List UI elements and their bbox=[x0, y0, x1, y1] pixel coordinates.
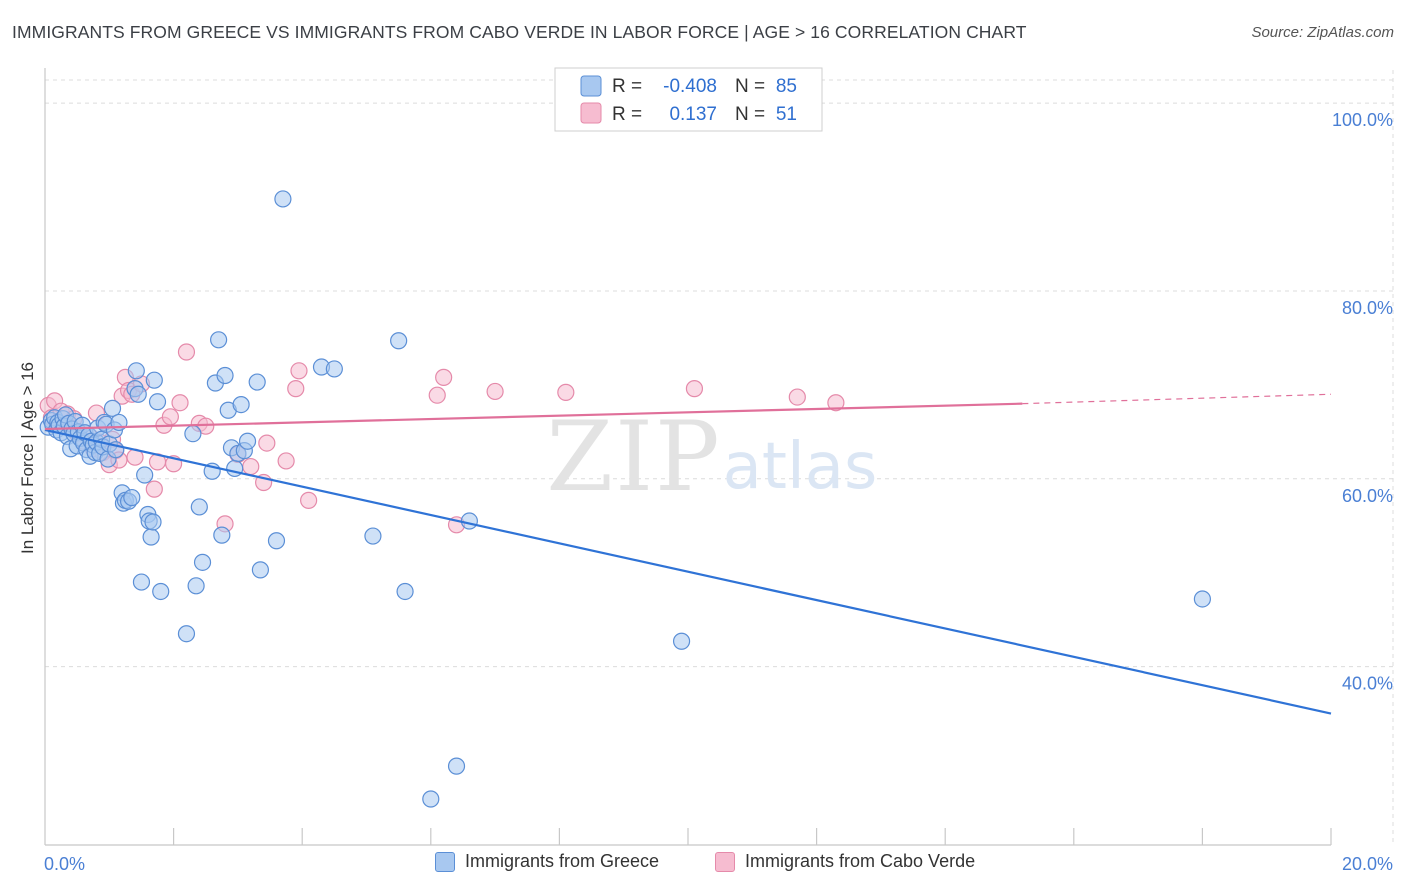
cabo-verde-point bbox=[258, 434, 276, 452]
cabo-verde-point bbox=[435, 368, 453, 386]
cabo-verde-point bbox=[827, 394, 845, 412]
greece-point bbox=[148, 393, 167, 411]
greece-point bbox=[193, 553, 212, 571]
greece-point bbox=[232, 395, 250, 414]
greece-point bbox=[396, 582, 414, 601]
cabo-verde-point bbox=[177, 343, 196, 361]
cabo-verde-point bbox=[557, 383, 575, 401]
greece-point bbox=[190, 498, 208, 516]
legend-top-row-greece: R = -0.408 N = 85 bbox=[580, 75, 797, 97]
legend-item-greece[interactable]: Immigrants from Greece bbox=[435, 851, 659, 872]
cabo-verde-point bbox=[300, 491, 318, 509]
x-tick-labels: 0.0% 20.0% bbox=[44, 854, 1393, 874]
greece-point bbox=[129, 385, 147, 403]
greece-point bbox=[123, 488, 141, 507]
cabo-verde-point bbox=[197, 417, 215, 435]
x-tick-label: 20.0% bbox=[1342, 854, 1393, 874]
legend-n-label: N = bbox=[735, 76, 765, 97]
greece-point bbox=[145, 371, 163, 389]
greece-trend-line bbox=[44, 428, 1332, 715]
legend-top-row-cabo-verde: R = 0.137 N = 51 bbox=[580, 102, 797, 125]
y-tick-label: 100.0% bbox=[1332, 110, 1393, 130]
source-label: Source: ZipAtlas.com bbox=[1251, 24, 1394, 41]
legend-n-value: 85 bbox=[776, 76, 797, 97]
greece-point bbox=[132, 573, 151, 591]
watermark-atlas: atlas bbox=[723, 430, 878, 504]
legend-item-cabo-verde[interactable]: Immigrants from Cabo Verde bbox=[715, 851, 975, 872]
y-tick-label: 60.0% bbox=[1342, 486, 1393, 506]
legend-swatch-greece bbox=[435, 851, 455, 872]
y-tick-labels: 40.0% 60.0% 80.0% 100.0% bbox=[1332, 110, 1393, 693]
legend-n-label: N = bbox=[735, 104, 765, 125]
greece-point bbox=[274, 190, 292, 208]
legend-swatch-cabo-verde bbox=[580, 102, 602, 124]
cabo-verde-point bbox=[277, 452, 295, 470]
cabo-verde-trend-line bbox=[44, 402, 1023, 431]
legend-top: R = -0.408 N = 85 R = 0.137 N = 51 bbox=[554, 67, 823, 132]
greece-point bbox=[152, 582, 170, 601]
legend-swatch-greece bbox=[580, 75, 602, 97]
legend-r-label: R = bbox=[612, 76, 642, 97]
y-axis-title: In Labor Force | Age > 16 bbox=[18, 362, 37, 554]
cabo-verde-point bbox=[428, 386, 446, 404]
greece-point bbox=[460, 512, 478, 530]
greece-point bbox=[144, 513, 162, 531]
x-tick-label: 0.0% bbox=[44, 854, 85, 874]
greece-point bbox=[238, 432, 257, 450]
greece-point bbox=[364, 527, 382, 545]
watermark-zip: ZIP bbox=[546, 401, 721, 513]
greece-point bbox=[251, 561, 270, 579]
greece-point bbox=[447, 757, 466, 775]
trend-lines bbox=[44, 393, 1332, 715]
legend-n-value: 51 bbox=[776, 104, 797, 125]
axes bbox=[44, 68, 1332, 846]
legend-bottom: Immigrants from Greece Immigrants from C… bbox=[0, 851, 1406, 879]
cabo-verde-point bbox=[486, 382, 504, 401]
greece-point bbox=[267, 532, 286, 550]
cabo-verde-point bbox=[161, 408, 179, 426]
legend-swatch-cabo-verde bbox=[715, 851, 735, 872]
greece-point bbox=[177, 625, 196, 643]
watermark: ZIP atlas bbox=[546, 401, 877, 513]
cabo-verde-trend-extension bbox=[1022, 393, 1332, 405]
chart-title: IMMIGRANTS FROM GREECE VS IMMIGRANTS FRO… bbox=[12, 22, 1027, 42]
legend-r-value: -0.408 bbox=[663, 76, 717, 97]
greece-point bbox=[390, 332, 408, 350]
cabo-verde-point bbox=[145, 480, 163, 498]
greece-point bbox=[672, 632, 691, 650]
greece-point bbox=[422, 790, 440, 808]
greece-point bbox=[1193, 590, 1212, 608]
y-tick-label: 80.0% bbox=[1342, 298, 1393, 318]
greece-point bbox=[325, 360, 343, 378]
greece-point bbox=[216, 366, 234, 385]
greece-point bbox=[210, 331, 228, 349]
cabo-verde-point bbox=[290, 362, 308, 380]
legend-label-cabo-verde: Immigrants from Cabo Verde bbox=[745, 851, 976, 871]
cabo-verde-point bbox=[171, 394, 189, 412]
greece-point bbox=[103, 399, 122, 417]
cabo-verde-point bbox=[788, 388, 806, 406]
greece-point bbox=[142, 528, 160, 546]
cabo-verde-point bbox=[242, 457, 260, 476]
greece-point bbox=[187, 577, 205, 595]
greece-point bbox=[213, 526, 231, 544]
cabo-verde-point bbox=[685, 380, 704, 398]
y-tick-label: 40.0% bbox=[1342, 674, 1393, 694]
greece-point bbox=[127, 362, 145, 380]
greece-point bbox=[184, 425, 202, 443]
legend-label-greece: Immigrants from Greece bbox=[465, 851, 660, 871]
legend-r-label: R = bbox=[612, 104, 642, 125]
greece-point bbox=[248, 373, 266, 391]
cabo-verde-point bbox=[287, 380, 305, 398]
greece-points bbox=[39, 190, 1212, 808]
legend-r-value: 0.137 bbox=[669, 104, 717, 125]
greece-point bbox=[136, 466, 154, 484]
